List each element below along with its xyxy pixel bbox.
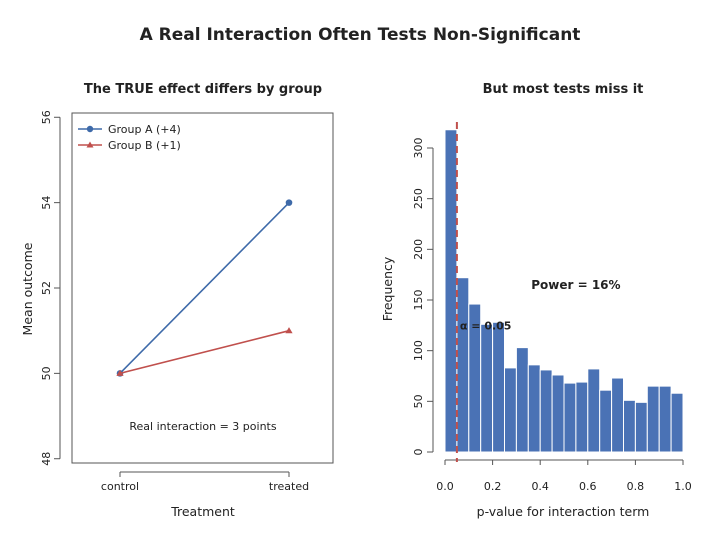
histogram-bar bbox=[658, 385, 672, 453]
figure-title: A Real Interaction Often Tests Non-Signi… bbox=[140, 25, 581, 45]
right-x-tick-label: 0.6 bbox=[579, 480, 597, 493]
right-y-tick-label: 250 bbox=[412, 188, 425, 209]
right-x-axis-label: p-value for interaction term bbox=[477, 504, 650, 519]
alpha-threshold-label: α = 0.05 bbox=[460, 319, 512, 332]
right-y-tick-label: 150 bbox=[412, 290, 425, 311]
histogram-bar bbox=[527, 364, 541, 453]
histogram-bar bbox=[504, 367, 517, 453]
histogram-bar bbox=[670, 392, 684, 453]
legend-marker bbox=[86, 125, 94, 133]
histogram-bar bbox=[646, 385, 660, 453]
left-y-tick-label: 50 bbox=[40, 366, 53, 380]
left-y-axis: 48 50 52 54 56 bbox=[40, 110, 61, 466]
right-y-tick-label: 100 bbox=[412, 340, 425, 361]
right-y-axis: 0 50 100 150 200 250 300 bbox=[412, 138, 434, 456]
histogram-bar bbox=[492, 321, 506, 453]
left-y-tick-label: 52 bbox=[40, 281, 53, 295]
power-label: Power = 16% bbox=[531, 278, 620, 292]
histogram-bar bbox=[587, 368, 601, 453]
left-x-axis: control treated bbox=[101, 471, 309, 493]
histogram-bar bbox=[623, 399, 636, 453]
histogram-bar bbox=[515, 347, 529, 453]
histogram-bar bbox=[480, 323, 494, 453]
left-chart-title: The TRUE effect differs by group bbox=[84, 82, 322, 97]
right-y-axis-label: Frequency bbox=[380, 256, 395, 321]
series-point bbox=[285, 327, 293, 334]
right-y-tick-label: 50 bbox=[412, 394, 425, 408]
right-y-tick-label: 300 bbox=[412, 138, 425, 159]
right-y-tick-label: 200 bbox=[412, 239, 425, 260]
series-line-group-a bbox=[119, 202, 290, 374]
right-y-tick-label: 0 bbox=[412, 449, 425, 456]
left-legend: Group A (+4) Group B (+1) bbox=[78, 123, 181, 152]
right-x-tick-label: 0.4 bbox=[531, 480, 549, 493]
left-x-tick-label: treated bbox=[269, 480, 309, 493]
histogram-bar bbox=[444, 129, 458, 453]
histogram-bars bbox=[444, 129, 684, 453]
series-point bbox=[116, 369, 124, 376]
left-x-tick-label: control bbox=[101, 480, 139, 493]
legend-label: Group A (+4) bbox=[108, 123, 181, 136]
left-y-tick-label: 48 bbox=[40, 452, 53, 466]
left-y-tick-label: 56 bbox=[40, 110, 53, 124]
histogram-bar bbox=[611, 377, 624, 453]
interaction-plot: The TRUE effect differs by group 48 50 52 5… bbox=[20, 82, 334, 519]
right-x-axis: 0.0 0.2 0.4 0.6 0.8 1.0 bbox=[436, 459, 692, 493]
histogram-bar bbox=[539, 369, 553, 453]
left-y-tick-label: 54 bbox=[40, 196, 53, 210]
histogram-bar bbox=[456, 277, 470, 453]
interaction-annotation: Real interaction = 3 points bbox=[129, 420, 276, 433]
left-y-axis-label: Mean outcome bbox=[20, 242, 35, 335]
left-plot-frame bbox=[71, 112, 334, 464]
histogram-bar bbox=[634, 401, 648, 453]
histogram-bar bbox=[575, 381, 589, 453]
histogram-bar bbox=[551, 374, 565, 453]
series-line-group-b bbox=[119, 329, 290, 375]
right-x-tick-label: 0.2 bbox=[484, 480, 502, 493]
right-x-tick-label: 0.0 bbox=[436, 480, 454, 493]
legend-marker bbox=[86, 141, 94, 148]
histogram-bar bbox=[599, 389, 613, 453]
left-x-axis-label: Treatment bbox=[170, 504, 235, 519]
series-point bbox=[285, 199, 293, 206]
left-series-group bbox=[116, 199, 293, 377]
right-x-tick-label: 1.0 bbox=[674, 480, 692, 493]
right-chart-title: But most tests miss it bbox=[483, 82, 644, 97]
pvalue-histogram: But most tests miss it 0 50 100 150 200 250 30… bbox=[380, 82, 692, 519]
legend-label: Group B (+1) bbox=[108, 139, 181, 152]
right-x-tick-label: 0.8 bbox=[627, 480, 645, 493]
histogram-bar bbox=[563, 382, 577, 453]
